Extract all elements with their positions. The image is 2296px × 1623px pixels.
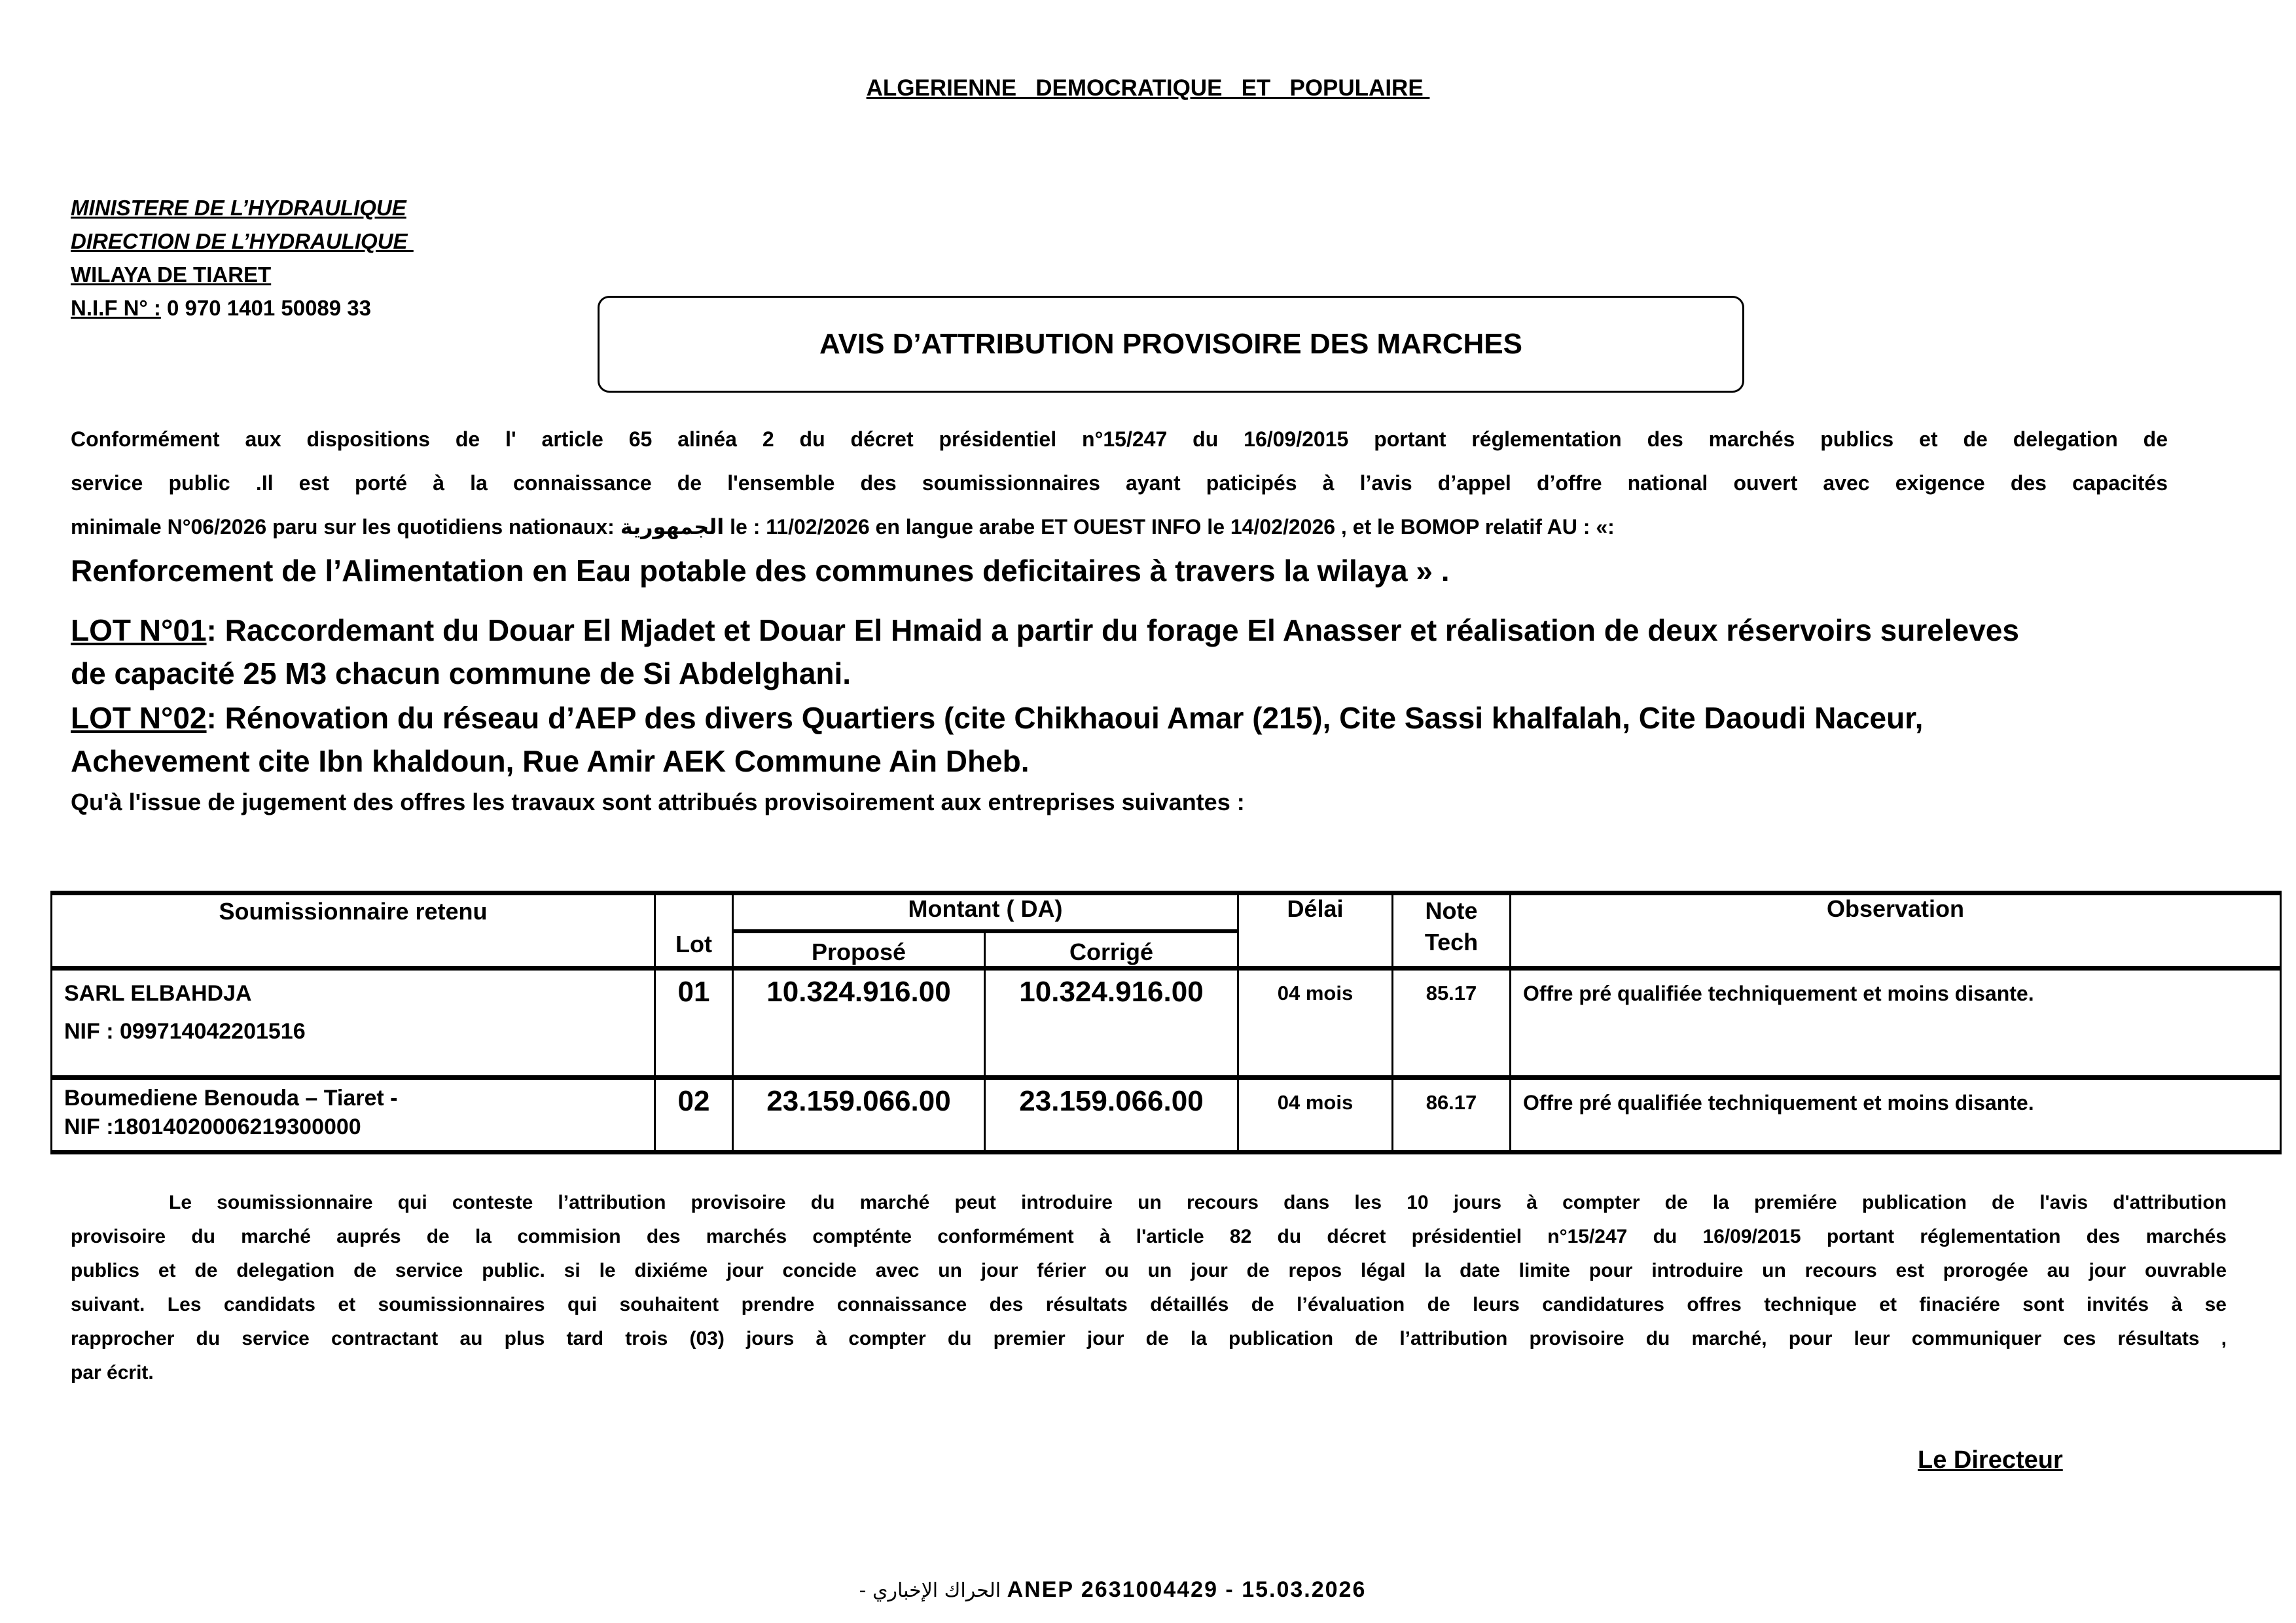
issuer-block: MINISTERE DE L’HYDRAULIQUE DIRECTION DE …: [71, 191, 414, 325]
footer-reference: ANEP 2631004429 - 15.03.2026: [1001, 1577, 1367, 1602]
notice-title-box: AVIS D’ATTRIBUTION PROVISOIRE DES MARCHE…: [598, 296, 1744, 393]
project-title: Renforcement de l’Alimentation en Eau po…: [71, 554, 1450, 588]
lot-description: Achevement cite Ibn khaldoun, Rue Amir A…: [71, 744, 1030, 778]
intro-line: service public .Il est porté à la connai…: [71, 471, 2168, 495]
award-table: Soumissionnaire retenu Lot Montant ( DA)…: [50, 891, 2282, 1154]
header-proposed: Proposé: [732, 930, 986, 969]
ministry-name: MINISTERE DE L’HYDRAULIQUE: [71, 196, 406, 220]
award-intro: Qu'à l'issue de jugement des offres les …: [71, 789, 1245, 815]
header-observation: Observation: [1509, 891, 2282, 969]
lot-label: LOT N°01: [71, 613, 207, 647]
bidder-cell: SARL ELBAHDJA NIF : 099714042201516: [50, 966, 656, 1079]
appeal-line: rapprocher du service contractant au plu…: [71, 1328, 2227, 1349]
appeal-line: provisoire du marché auprés de la commis…: [71, 1226, 2227, 1247]
appeal-paragraph: Le soumissionnaire qui conteste l’attrib…: [71, 1186, 2227, 1390]
direction-name: DIRECTION DE L’HYDRAULIQUE: [71, 229, 414, 253]
nif: N.I.F N° : 0 970 1401 50089 33: [71, 291, 414, 325]
header-bidder: Soumissionnaire retenu: [50, 891, 656, 969]
lot-cell: 02: [654, 1075, 734, 1153]
header-corrected: Corrigé: [984, 930, 1239, 969]
bidder-cell: Boumediene Benouda – Tiaret - NIF :180140…: [50, 1075, 656, 1153]
observation-cell: Offre pré qualifiée techniquement et moi…: [1509, 1075, 2282, 1153]
corrected-amount: 23.159.066.00: [984, 1075, 1239, 1153]
header-note-line: Note: [1425, 897, 1478, 924]
note-cell: 85.17: [1391, 966, 1511, 1079]
lot-label: LOT N°02: [71, 701, 207, 735]
country-header: ALGERIENNE DEMOCRATIQUE ET POPULAIRE: [866, 75, 1430, 101]
corrected-amount: 10.324.916.00: [984, 966, 1239, 1079]
intro-text: minimale N°06/2026 paru sur les quotidie…: [71, 515, 620, 539]
lot-description: : Raccordemant du Douar El Mjadet et Dou…: [206, 613, 2019, 647]
proposed-amount: 23.159.066.00: [732, 1075, 986, 1153]
header-lot: Lot: [654, 891, 734, 969]
note-cell: 86.17: [1391, 1075, 1511, 1153]
lot-1: LOT N°01: Raccordemant du Douar El Mjade…: [71, 609, 2019, 695]
nif-label: N.I.F N° :: [71, 296, 161, 320]
bidder-name: Boumediene Benouda – Tiaret -: [64, 1086, 398, 1111]
notice-title: AVIS D’ATTRIBUTION PROVISOIRE DES MARCHE…: [819, 328, 1522, 360]
lot-2: LOT N°02: Rénovation du réseau d’AEP des…: [71, 696, 1923, 783]
intro-text: le : 11/02/2026 en langue arabe ET OUEST…: [724, 515, 1615, 539]
footer-publisher-arabic: الحراك الإخباري -: [859, 1579, 1001, 1602]
header-delay: Délai: [1237, 891, 1393, 969]
observation-cell: Offre pré qualifiée techniquement et moi…: [1509, 966, 2282, 1079]
publication-footer: الحراك الإخباري - ANEP 2631004429 - 15.0…: [0, 1577, 2225, 1603]
proposed-amount: 10.324.916.00: [732, 966, 986, 1079]
signature-title: Le Directeur: [1918, 1446, 2063, 1474]
delay-cell: 04 mois: [1237, 1075, 1393, 1153]
appeal-line: publics et de delegation de service publ…: [71, 1260, 2227, 1281]
intro-line: minimale N°06/2026 paru sur les quotidie…: [71, 505, 2168, 549]
appeal-line: suivant. Les candidats et soumissionnair…: [71, 1294, 2227, 1315]
bidder-nif: NIF : 099714042201516: [64, 1019, 306, 1044]
header-amount: Montant ( DA): [732, 891, 1239, 933]
bidder-name: SARL ELBAHDJA: [64, 981, 252, 1006]
header-note: Note Tech: [1391, 891, 1511, 969]
wilaya-name: WILAYA DE TIARET: [71, 262, 272, 287]
header-note-line: Tech: [1424, 929, 1479, 955]
bidder-nif: NIF :18014020006219300000: [64, 1115, 361, 1139]
nif-value: 0 970 1401 50089 33: [160, 296, 371, 320]
lot-description: de capacité 25 M3 chacun commune de Si A…: [71, 656, 852, 690]
intro-line: Conformément aux dispositions de l' arti…: [71, 427, 2168, 451]
lot-cell: 01: [654, 966, 734, 1079]
lot-description: : Rénovation du réseau d’AEP des divers …: [206, 701, 1924, 735]
appeal-line: par écrit.: [71, 1362, 154, 1383]
delay-cell: 04 mois: [1237, 966, 1393, 1079]
table-row: SARL ELBAHDJA NIF : 099714042201516 01 10…: [50, 966, 2282, 1079]
appeal-line: Le soumissionnaire qui conteste l’attrib…: [169, 1192, 2227, 1213]
newspaper-arabic: الجمهورية: [620, 514, 725, 539]
table-row: Boumediene Benouda – Tiaret - NIF :180140…: [50, 1075, 2282, 1153]
intro-paragraph: Conformément aux dispositions de l' arti…: [71, 418, 2168, 593]
